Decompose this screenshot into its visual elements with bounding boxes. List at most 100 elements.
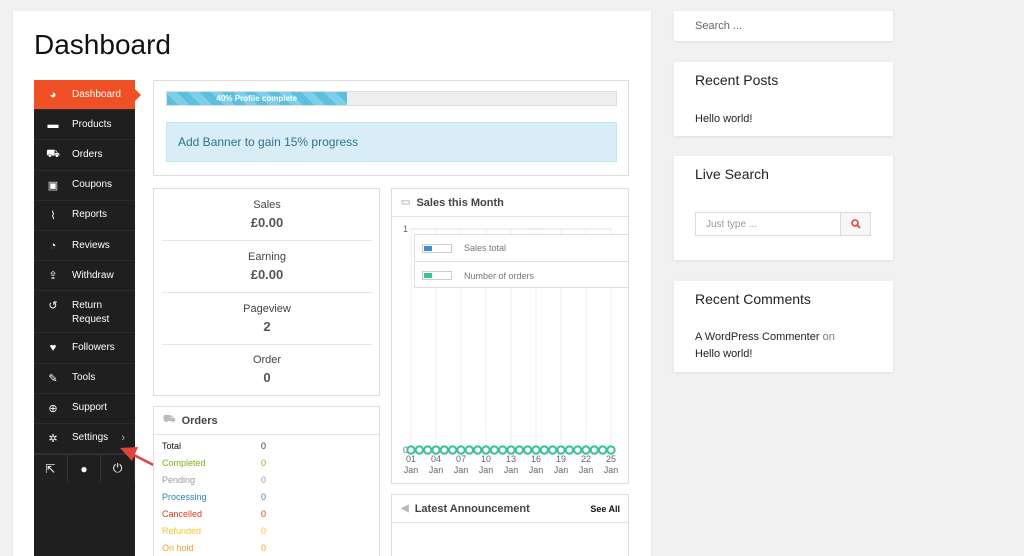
stat-value: 0 [263, 370, 271, 385]
gear-icon: ✲ [48, 432, 58, 445]
order-status-row[interactable]: Refunded 0 [162, 526, 372, 543]
x-tick-label: 07 [456, 454, 466, 464]
sidebar-item-label: Withdraw [72, 269, 114, 281]
sidebar-item-orders[interactable]: ⛟ Orders [34, 140, 135, 171]
order-status-row[interactable]: On hold 0 [162, 543, 372, 556]
order-status-count: 0 [261, 509, 267, 519]
dashboard-sidebar: ◕ Dashboard ▬ Products ⛟ Orders ▣ Coupon… [34, 80, 141, 556]
sidebar-item-coupons[interactable]: ▣ Coupons [34, 171, 135, 201]
order-status-label[interactable]: Refunded [162, 526, 202, 536]
stat-label: Sales [253, 199, 281, 211]
data-point [548, 445, 558, 455]
x-tick-label: Jan [554, 465, 569, 475]
announcement-header: ◀ Latest Announcement [392, 495, 628, 523]
sidebar-item-label: Dashboard [72, 88, 121, 100]
live-search-button[interactable] [840, 212, 871, 236]
x-tick-label: Jan [454, 465, 469, 475]
order-status-row[interactable]: Completed 0 [162, 458, 372, 475]
sidebar-item-label: Reports [72, 209, 108, 221]
comment-on-text: on [822, 331, 835, 343]
orders-panel-header: ⛟ Orders [154, 407, 379, 435]
stat-label: Pageview [243, 303, 291, 315]
order-status-label[interactable]: Total [162, 441, 182, 451]
data-point [556, 445, 566, 455]
order-status-label[interactable]: Pending [162, 475, 196, 485]
data-point [506, 445, 516, 455]
data-point [456, 445, 466, 455]
order-status-count: 0 [261, 526, 267, 536]
progress-tip-banner[interactable]: Add Banner to gain 15% progress [166, 122, 617, 162]
data-point [414, 445, 424, 455]
x-tick-label: 10 [481, 454, 491, 464]
user-icon[interactable]: ● [68, 455, 102, 483]
post-link[interactable]: Hello world! [695, 113, 753, 125]
widget-title: Recent Comments [695, 291, 811, 307]
order-status-label[interactable]: On hold [162, 543, 194, 553]
y-tick-label: 0 [403, 445, 408, 455]
sidebar-item-reviews[interactable]: ◔ Reviews [34, 231, 135, 262]
sidebar-item-label: Products [72, 118, 112, 130]
data-point [498, 445, 508, 455]
x-tick-label: Jan [529, 465, 544, 475]
profile-progress-bar: 40% Profile complete [166, 91, 617, 106]
x-tick-label: Jan [579, 465, 594, 475]
data-point [573, 445, 583, 455]
dashboard-icon: ◕ [49, 88, 57, 101]
order-status-label[interactable]: Cancelled [162, 509, 203, 519]
sidebar-item-products[interactable]: ▬ Products [34, 110, 135, 141]
x-tick-label: 13 [506, 454, 516, 464]
sidebar-item-dashboard[interactable]: ◕ Dashboard [34, 80, 141, 111]
sidebar-item-label: Support [72, 402, 108, 414]
sidebar-item-support[interactable]: ⊕ Support [34, 394, 135, 424]
power-icon[interactable]: ⏻ [101, 455, 136, 483]
stat-pageview: Pageview 2 [162, 293, 372, 345]
order-status-label[interactable]: Processing [162, 492, 207, 502]
external-link-icon[interactable]: ⇱ [34, 455, 68, 483]
sidebar-item-withdraw[interactable]: ⇪ Withdraw [34, 261, 135, 292]
see-all-link[interactable]: See All [590, 504, 620, 514]
data-point [589, 445, 599, 455]
legend-label: Sales total [464, 243, 507, 253]
order-status-count: 0 [261, 543, 267, 553]
sidebar-item-return-request[interactable]: ↺ Return Request [34, 291, 135, 334]
data-point [464, 445, 474, 455]
order-status-row[interactable]: Total 0 [162, 441, 372, 458]
order-status-count: 0 [261, 475, 267, 485]
stat-label: Earning [248, 251, 286, 263]
sidebar-item-label: Tools [72, 372, 96, 384]
x-tick-label: 01 [406, 454, 416, 464]
comment-entry: A WordPress Commenter on [695, 331, 835, 343]
data-point [489, 445, 499, 455]
sidebar-item-label: Followers [72, 341, 115, 353]
x-tick-label: Jan [404, 465, 419, 475]
cart-icon: ⛟ [163, 414, 176, 425]
live-search-input[interactable]: Just type ... [695, 212, 841, 236]
comment-author-link[interactable]: A WordPress Commenter [695, 331, 820, 343]
x-tick-label: 04 [431, 454, 441, 464]
stat-label: Order [252, 354, 282, 366]
sidebar-item-reports[interactable]: ⌇ Reports [34, 201, 135, 231]
x-tick-label: Jan [479, 465, 494, 475]
order-status-row[interactable]: Cancelled 0 [162, 509, 372, 526]
data-point [523, 445, 533, 455]
sales-chart-panel: ▭ Sales this Month 01 Jan 04 Jan 07 Jan 10 Jan 1… [391, 188, 629, 484]
order-status-row[interactable]: Processing 0 [162, 492, 372, 509]
sidebar-item-settings[interactable]: ✲ Settings › [34, 424, 135, 455]
sidebar-item-tools[interactable]: ✎ Tools [34, 364, 135, 394]
x-tick-label: Jan [429, 465, 444, 475]
sidebar-item-followers[interactable]: ♥ Followers [34, 333, 135, 364]
sidebar-item-label: Return Request [72, 300, 110, 326]
order-status-label[interactable]: Completed [162, 458, 206, 468]
sales-chart-header: ▭ Sales this Month [392, 189, 628, 217]
legend-swatch [422, 243, 452, 253]
comment-post-link[interactable]: Hello world! [695, 348, 753, 360]
stat-value: £0.00 [250, 267, 284, 282]
profile-progress-panel: 40% Profile complete Add Banner to gain … [153, 80, 629, 176]
order-status-row[interactable]: Pending 0 [162, 475, 372, 492]
bullhorn-icon: ◀ [401, 503, 409, 514]
legend-item[interactable]: Number of orders [415, 262, 628, 289]
data-point [539, 445, 549, 455]
legend-item[interactable]: Sales total [415, 235, 628, 262]
cart-icon: ⛟ [46, 147, 60, 160]
search-input[interactable]: Search ... [695, 20, 743, 32]
